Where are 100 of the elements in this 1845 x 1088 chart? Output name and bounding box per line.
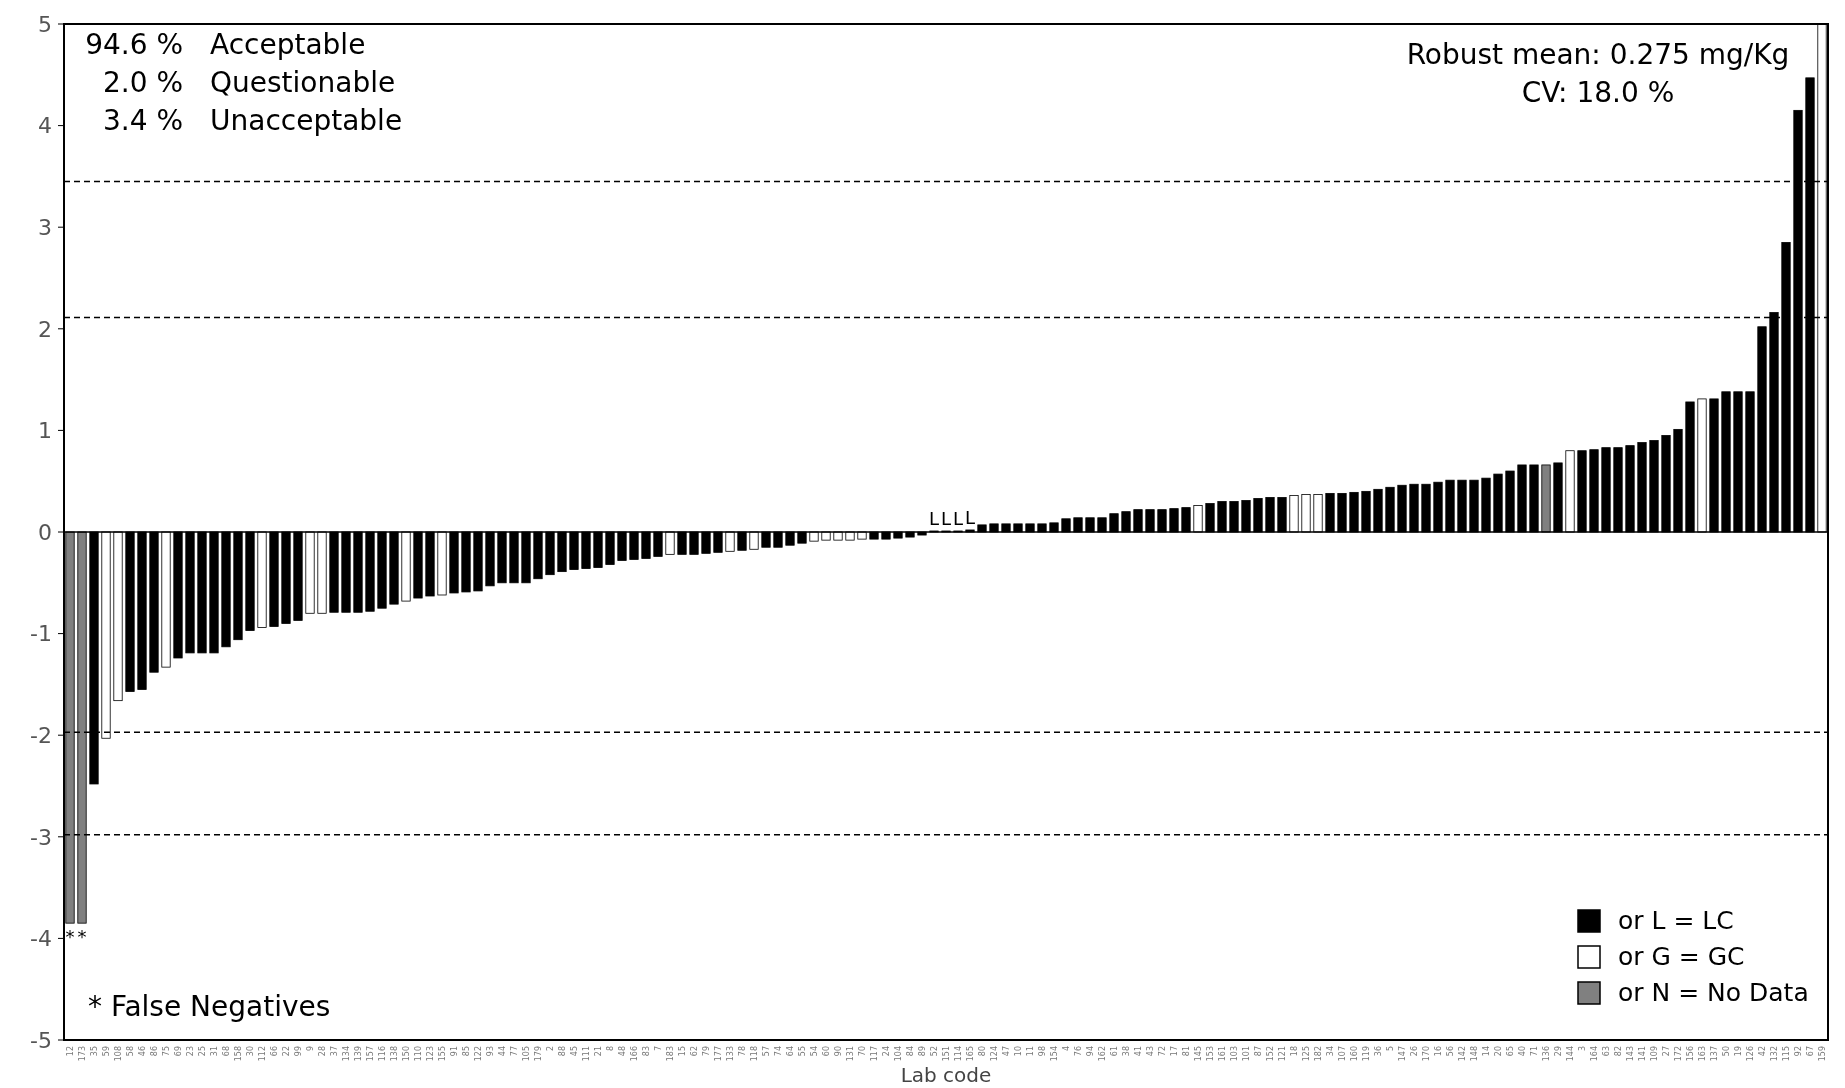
x-tick-label: 108 xyxy=(113,1046,123,1062)
x-tick-label: 83 xyxy=(641,1046,651,1057)
annotation: L xyxy=(952,507,964,529)
x-tick-label: 21 xyxy=(593,1046,603,1057)
x-tick-label: 136 xyxy=(1541,1046,1551,1062)
x-tick-label: 161 xyxy=(1217,1046,1227,1062)
x-tick-label: 63 xyxy=(1601,1046,1611,1057)
x-tick-label: 8 xyxy=(605,1046,615,1052)
x-tick-label: 183 xyxy=(665,1046,675,1062)
x-tick-label: 44 xyxy=(497,1046,507,1057)
x-tick-label: 170 xyxy=(1421,1046,1431,1062)
x-tick-label: 147 xyxy=(1397,1046,1407,1062)
x-tick-label: 68 xyxy=(221,1046,231,1057)
x-tick-label: 115 xyxy=(1781,1046,1791,1062)
x-tick-label: 154 xyxy=(1049,1046,1059,1062)
x-tick-label: 142 xyxy=(1457,1046,1467,1062)
x-tick-label: 159 xyxy=(1817,1046,1827,1062)
y-tick-label: -3 xyxy=(30,824,52,850)
annotation: Robust mean: 0.275 mg/Kg xyxy=(1406,38,1790,71)
x-tick-label: 133 xyxy=(725,1046,735,1062)
x-tick-label: 99 xyxy=(293,1046,303,1057)
x-tick-label: 64 xyxy=(785,1046,795,1057)
x-tick-label: 117 xyxy=(869,1046,879,1062)
x-tick-label: 16 xyxy=(1433,1046,1443,1057)
x-tick-label: 5 xyxy=(1385,1046,1395,1052)
x-tick-label: 151 xyxy=(941,1046,951,1062)
x-tick-label: 103 xyxy=(1229,1046,1239,1062)
annotation: 94.6 % Acceptable xyxy=(85,28,366,61)
x-tick-label: 7 xyxy=(653,1046,663,1052)
x-tick-label: 158 xyxy=(233,1046,243,1062)
x-tick-label: 62 xyxy=(689,1046,699,1057)
x-tick-label: 34 xyxy=(1325,1046,1335,1057)
x-tick-label: 24 xyxy=(881,1046,891,1057)
y-tick-label: -2 xyxy=(30,722,52,748)
x-tick-label: 145 xyxy=(1193,1046,1203,1062)
y-tick-label: -1 xyxy=(30,621,52,647)
x-tick-label: 46 xyxy=(137,1046,147,1057)
x-tick-label: 157 xyxy=(365,1046,375,1062)
x-tick-label: 75 xyxy=(161,1046,171,1057)
y-tick-label: 0 xyxy=(38,519,52,545)
x-tick-label: 110 xyxy=(413,1046,423,1062)
x-tick-label: 98 xyxy=(1037,1046,1047,1057)
x-tick-label: 3 xyxy=(1577,1046,1587,1052)
x-tick-label: 162 xyxy=(1097,1046,1107,1062)
x-tick-label: 93 xyxy=(485,1046,495,1057)
x-tick-label: 92 xyxy=(1793,1046,1803,1057)
x-tick-label: 121 xyxy=(1277,1046,1287,1062)
x-tick-label: 104 xyxy=(893,1046,903,1062)
x-tick-label: 70 xyxy=(857,1046,867,1057)
x-tick-label: 47 xyxy=(1001,1046,1011,1057)
x-tick-label: 156 xyxy=(1685,1046,1695,1062)
x-tick-label: 90 xyxy=(833,1046,843,1057)
x-tick-label: 54 xyxy=(809,1046,819,1057)
x-tick-label: 87 xyxy=(1253,1046,1263,1057)
x-tick-label: 15 xyxy=(677,1046,687,1057)
x-tick-label: 139 xyxy=(353,1046,363,1062)
x-tick-label: 22 xyxy=(281,1046,291,1057)
x-tick-label: 150 xyxy=(401,1046,411,1062)
x-tick-label: 152 xyxy=(1265,1046,1275,1062)
x-tick-label: 67 xyxy=(1805,1046,1815,1057)
x-tick-label: 143 xyxy=(1625,1046,1635,1062)
x-tick-label: 86 xyxy=(149,1046,159,1057)
annotation: L xyxy=(928,507,940,529)
y-tick-label: -5 xyxy=(30,1027,52,1053)
x-tick-label: 94 xyxy=(1085,1046,1095,1057)
x-tick-label: 112 xyxy=(257,1046,267,1062)
x-tick-label: 41 xyxy=(1133,1046,1143,1057)
x-tick-label: 28 xyxy=(317,1046,327,1057)
x-tick-label: 148 xyxy=(1469,1046,1479,1062)
x-tick-label: 182 xyxy=(1313,1046,1323,1062)
x-tick-label: 155 xyxy=(437,1046,447,1062)
x-tick-label: 118 xyxy=(749,1046,759,1062)
x-tick-label: 76 xyxy=(1073,1046,1083,1057)
x-tick-label: 165 xyxy=(965,1046,975,1062)
x-tick-label: 52 xyxy=(929,1046,939,1057)
x-tick-label: 164 xyxy=(1589,1046,1599,1062)
x-tick-label: 114 xyxy=(953,1046,963,1062)
x-tick-label: 91 xyxy=(449,1046,459,1057)
x-tick-label: 173 xyxy=(77,1046,87,1062)
x-tick-label: 89 xyxy=(917,1046,927,1057)
y-tick-label: 4 xyxy=(38,113,52,139)
x-tick-label: 9 xyxy=(305,1046,315,1052)
x-tick-label: 166 xyxy=(629,1046,639,1062)
x-tick-label: 35 xyxy=(89,1046,99,1057)
x-tick-label: 101 xyxy=(1241,1046,1251,1062)
x-tick-label: 42 xyxy=(1757,1046,1767,1057)
x-tick-label: 107 xyxy=(1337,1046,1347,1062)
x-tick-label: 57 xyxy=(761,1046,771,1057)
x-tick-label: 116 xyxy=(377,1046,387,1062)
x-tick-label: 144 xyxy=(1565,1046,1575,1062)
annotation: L xyxy=(964,506,976,528)
x-tick-label: 134 xyxy=(341,1046,351,1062)
x-tick-label: 11 xyxy=(1025,1046,1035,1057)
x-axis-title: Lab code xyxy=(900,1063,992,1087)
annotation: 2.0 % Questionable xyxy=(102,66,396,99)
x-tick-label: 77 xyxy=(509,1046,519,1057)
x-tick-label: 111 xyxy=(581,1046,591,1062)
x-tick-label: 172 xyxy=(1673,1046,1683,1062)
x-tick-label: 20 xyxy=(1493,1046,1503,1057)
annotation: * False Negatives xyxy=(88,990,331,1023)
